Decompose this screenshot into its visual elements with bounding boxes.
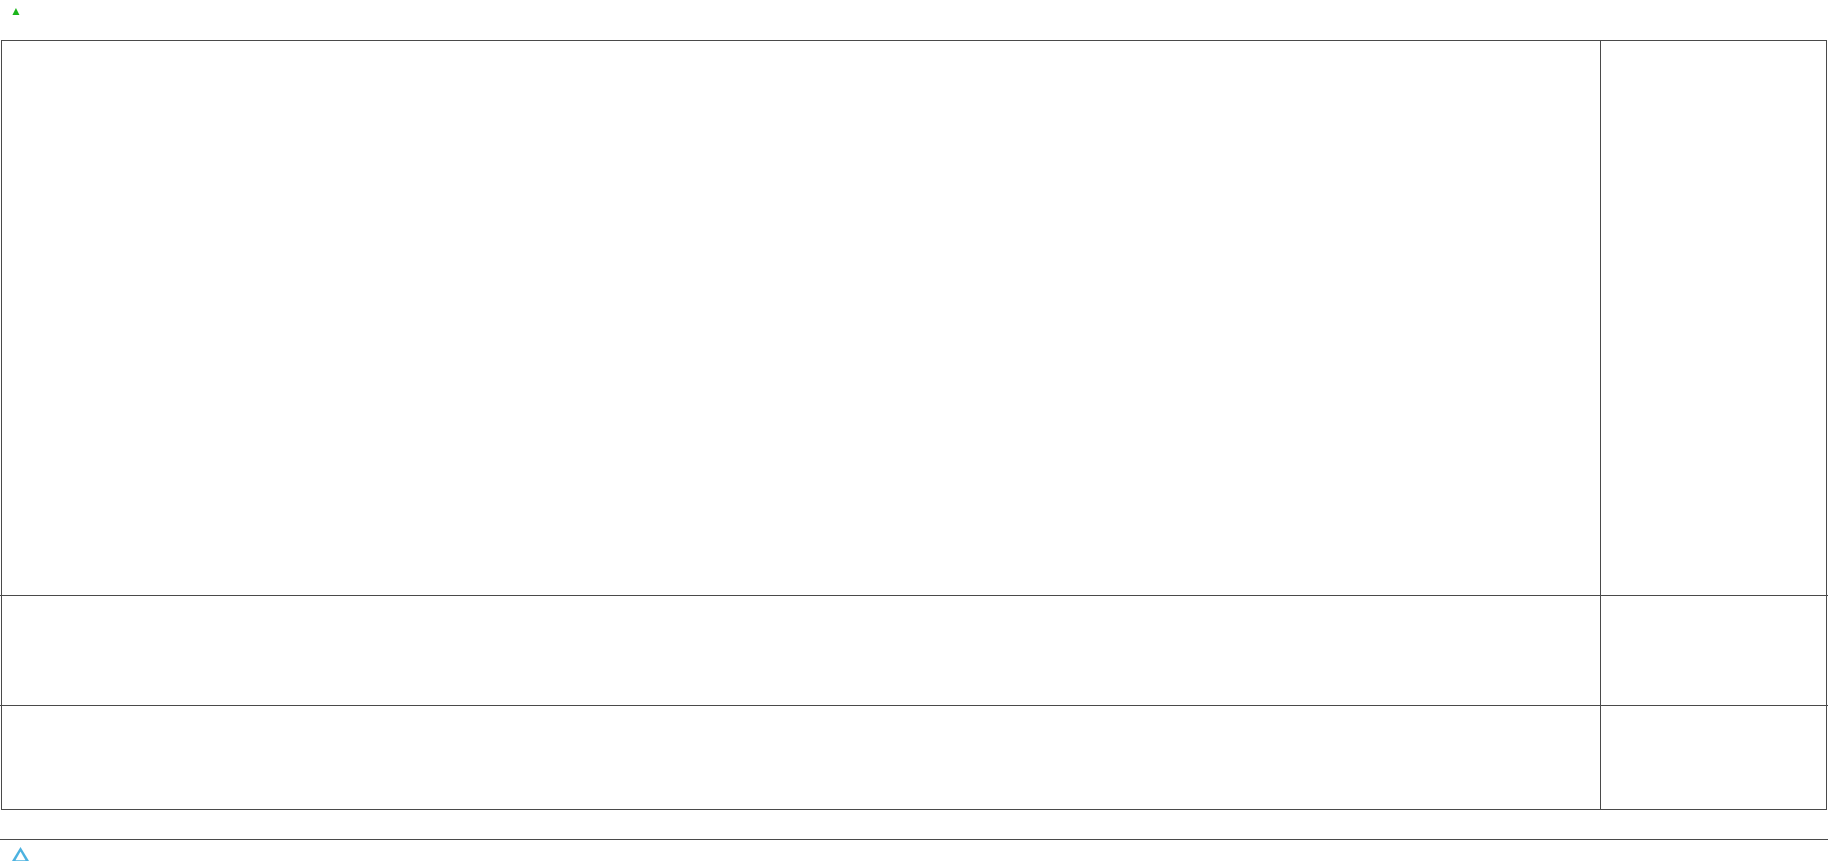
time-axis[interactable] bbox=[0, 810, 1828, 840]
macd-axis[interactable] bbox=[1600, 706, 1828, 810]
up-triangle-icon: ▲ bbox=[10, 4, 22, 18]
chart-header: ▲ bbox=[10, 2, 1810, 36]
tradingview-logo-icon bbox=[11, 846, 30, 862]
price-axis[interactable] bbox=[1600, 40, 1828, 595]
rsi-plot-area[interactable] bbox=[2, 596, 1600, 705]
price-plot-area[interactable] bbox=[2, 40, 1600, 595]
rsi-axis[interactable] bbox=[1600, 596, 1828, 705]
macd-plot-area[interactable] bbox=[2, 706, 1600, 810]
chart-frame[interactable] bbox=[0, 40, 1828, 810]
price-pane[interactable] bbox=[0, 40, 1828, 595]
quote-line: ▲ bbox=[10, 2, 1810, 20]
macd-pane[interactable] bbox=[0, 705, 1828, 810]
rsi-pane[interactable] bbox=[0, 595, 1828, 705]
footer bbox=[8, 840, 33, 868]
